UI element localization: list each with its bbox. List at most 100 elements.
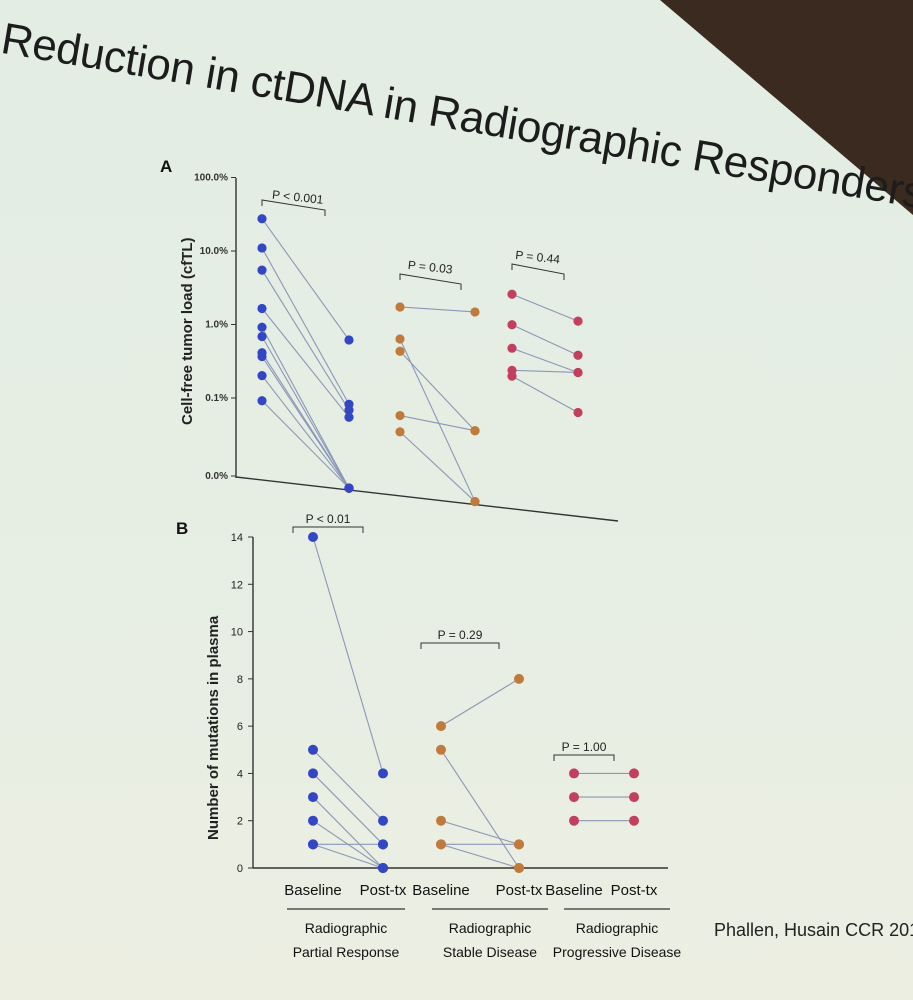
- panel-a-baseline-point: [257, 396, 267, 406]
- panel-b-baseline-point: [569, 815, 579, 826]
- panel-a-pair-line: [261, 308, 350, 418]
- panel-a-bracket: [399, 273, 462, 290]
- panel-b-post-point: [378, 863, 388, 873]
- panel-b-baseline-point: [569, 768, 579, 779]
- panel-b-tick-label: 8: [237, 674, 243, 686]
- panel-b-baseline-point: [308, 815, 318, 826]
- panel-a-pair-line: [399, 431, 476, 502]
- panel-a-baseline-point: [257, 303, 267, 314]
- panel-a-pair-line: [511, 324, 579, 356]
- panel-a-baseline-point: [507, 371, 517, 381]
- panel-b-pair-line: [312, 796, 384, 869]
- panel-b-pair-line: [440, 820, 520, 845]
- panel-b-x-category: Post-tx: [611, 882, 658, 899]
- panel-b-baseline-point: [308, 768, 318, 779]
- panel-b-post-point: [378, 768, 388, 779]
- panel-b-baseline-point: [308, 744, 318, 755]
- panel-b-tick-label: 10: [231, 627, 243, 639]
- panel-b-tick-label: 12: [231, 579, 243, 591]
- panel-b-x-category: Baseline: [545, 882, 603, 899]
- panel-a-tick-label: 100.0%: [194, 173, 228, 184]
- panel-b-post-point: [378, 815, 388, 826]
- panel-b-p-value: P = 0.29: [438, 628, 483, 642]
- panel-a-post-point: [344, 405, 354, 415]
- panel-a-y-label: Cell-free tumor load (cfTL): [179, 237, 196, 425]
- panel-a-post-point: [470, 426, 480, 436]
- panel-b-baseline-point: [436, 744, 446, 755]
- panel-b-post-point: [514, 863, 524, 873]
- panel-b-post-point: [629, 768, 639, 779]
- panel-b-baseline-point: [308, 532, 318, 542]
- panel-a-post-point: [344, 483, 354, 493]
- panel-a-baseline-point: [257, 322, 267, 332]
- panel-b-bracket: [553, 754, 615, 761]
- panel-b-pair-line: [312, 773, 384, 845]
- panel-a-post-point: [573, 407, 583, 418]
- panel-a-pair-line: [511, 293, 579, 322]
- panel-b-tick-label: 6: [237, 721, 243, 733]
- panel-a-baseline-point: [507, 289, 517, 299]
- panel-a-baseline-point: [395, 427, 405, 437]
- panel-a-tick-label: 1.0%: [205, 320, 228, 331]
- panel-a-post-point: [470, 307, 480, 317]
- panel-b-group-label: Progressive Disease: [553, 944, 682, 960]
- panel-a-pair-line: [261, 375, 350, 489]
- panel-b-baseline-point: [436, 815, 446, 826]
- panel-a-baseline-point: [257, 243, 267, 253]
- panel-a-bracket: [261, 199, 326, 216]
- panel-a-baseline-point: [507, 320, 517, 330]
- panel-a-post-point: [470, 496, 480, 507]
- panel-a-baseline-point: [257, 351, 267, 362]
- panel-b-group-label: Radiographic: [449, 920, 532, 936]
- panel-a-baseline-point: [257, 265, 267, 275]
- panel-b-pair-line: [312, 749, 384, 822]
- panel-b-tick-label: 14: [231, 532, 243, 544]
- panel-a-baseline-point: [257, 371, 267, 381]
- panel-b-post-point: [378, 839, 388, 850]
- panel-a-pair-line: [399, 338, 476, 502]
- panel-b-baseline-point: [308, 839, 318, 850]
- panel-b-x-category: Baseline: [412, 882, 470, 899]
- panel-a-post-point: [573, 316, 583, 326]
- panel-a-baseline-point: [395, 334, 405, 344]
- panel-b-baseline-point: [569, 792, 579, 803]
- panel-a-baseline-point: [395, 302, 405, 312]
- panel-b-pair-line: [440, 749, 520, 869]
- panel-a-pair-line: [511, 369, 579, 374]
- panel-a-baseline-point: [395, 346, 405, 356]
- panel-b-group-label: Radiographic: [576, 920, 659, 936]
- panel-a-tick-label: 0.0%: [205, 471, 228, 482]
- panel-a-baseline-point: [507, 343, 517, 353]
- panel-b-pair-line: [440, 843, 520, 869]
- panel-a-pair-line: [261, 247, 350, 405]
- panel-a-pair-line: [261, 218, 350, 341]
- panel-b-post-point: [514, 673, 524, 684]
- panel-b-baseline-point: [308, 792, 318, 803]
- panel-a-pair-line: [261, 356, 350, 489]
- panel-b-post-point: [629, 815, 639, 826]
- panel-b-pair-line: [440, 678, 520, 727]
- panel-b-letter: B: [176, 519, 188, 538]
- panel-a-bracket: [511, 263, 565, 280]
- panel-b-y-label: Number of mutations in plasma: [205, 615, 222, 840]
- panel-b-x-category: Baseline: [284, 882, 342, 899]
- panel-b-bracket: [292, 526, 364, 533]
- citation-text: Phallen, Husain CCR 2019: [714, 920, 913, 940]
- panel-a-post-point: [573, 350, 583, 360]
- panel-b-tick-label: 0: [237, 863, 243, 875]
- panel-a-letter: A: [160, 157, 172, 176]
- panel-a-pair-line: [261, 269, 350, 411]
- panel-b-p-value: P = 1.00: [562, 740, 607, 754]
- panel-a-post-point: [344, 412, 354, 422]
- panel-a-pair-line: [399, 306, 476, 313]
- panel-a-pair-line: [261, 336, 350, 489]
- panel-a-p-value: P = 0.44: [515, 248, 561, 267]
- panel-b-tick-label: 4: [237, 768, 243, 780]
- panel-b-baseline-point: [436, 721, 446, 732]
- panel-b-pair-line: [312, 843, 384, 869]
- panel-a-baseline-point: [257, 331, 267, 342]
- panel-b-tick-label: 2: [237, 816, 243, 828]
- panel-a-pair-line: [511, 375, 579, 413]
- panel-a-pair-line: [399, 415, 476, 432]
